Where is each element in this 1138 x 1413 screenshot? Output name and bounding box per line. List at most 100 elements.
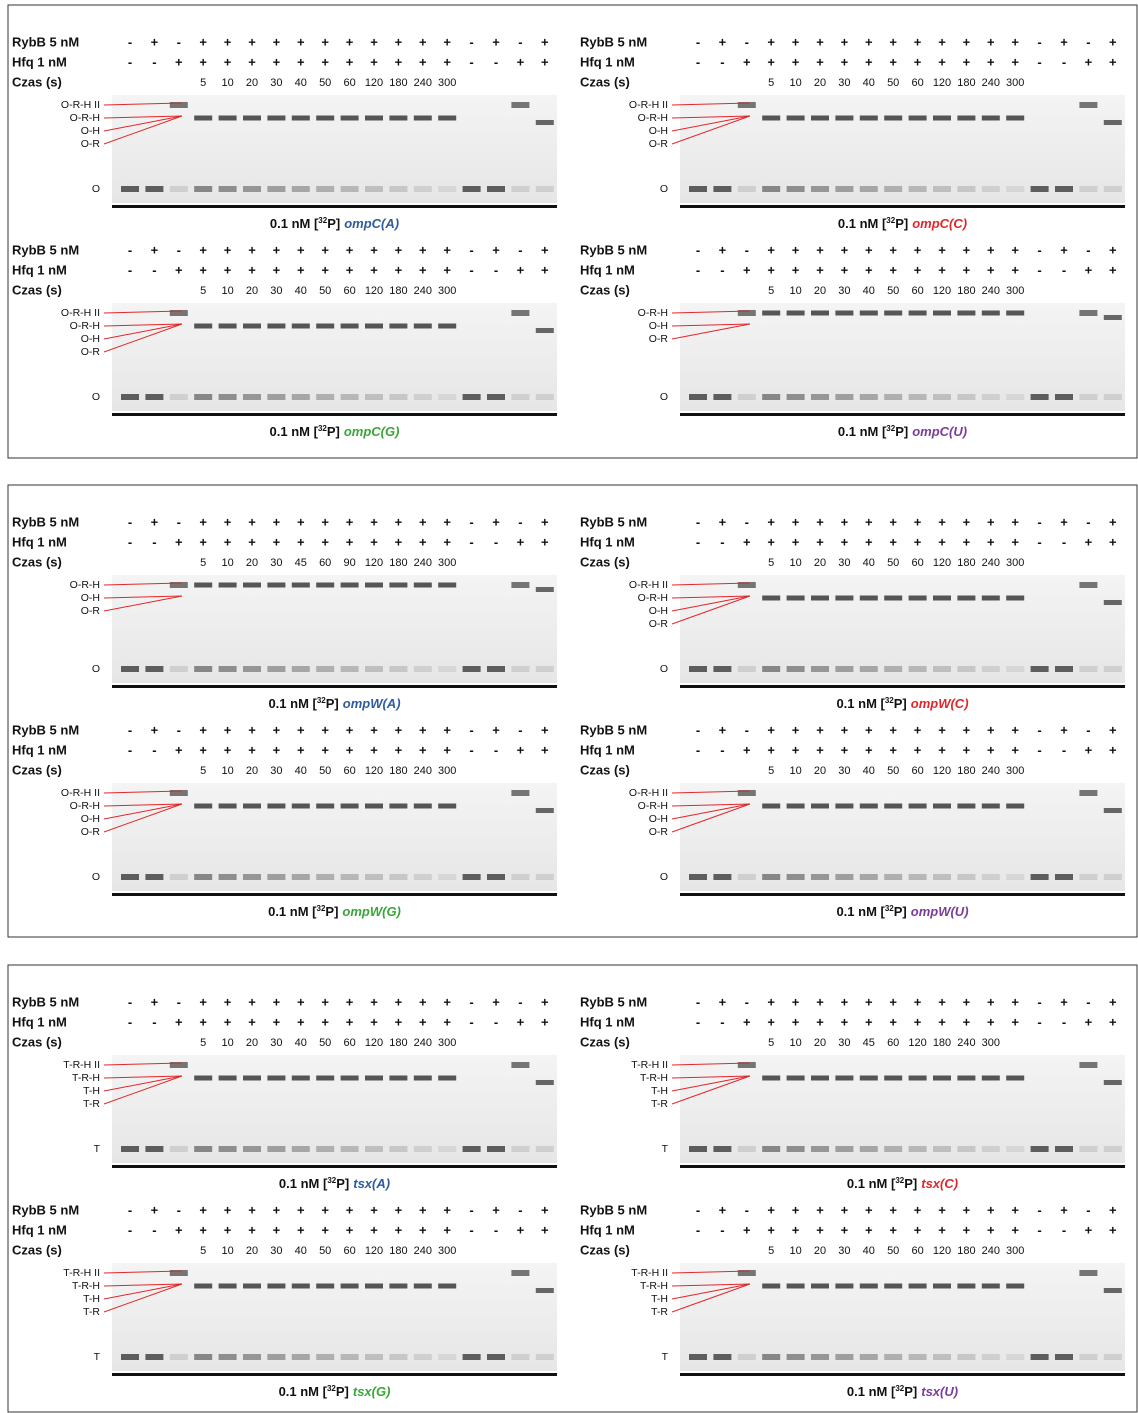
time-label: 60 [343, 285, 355, 297]
time-label: 180 [389, 1245, 407, 1257]
gel-band [762, 394, 780, 400]
lane-sign: + [151, 994, 159, 1009]
gel-band [957, 1146, 975, 1152]
time-label: 180 [389, 765, 407, 777]
lane-sign: + [346, 34, 354, 49]
lane-sign: + [248, 34, 256, 49]
lane-sign: - [745, 994, 749, 1009]
gel-band [762, 186, 780, 192]
band-label: T [662, 1143, 669, 1155]
lane-sign: + [297, 1202, 305, 1217]
lane-sign: + [1109, 1202, 1117, 1217]
gel-band [884, 1354, 902, 1360]
gel-band [957, 666, 975, 672]
gel-band [194, 583, 212, 588]
lane-sign: + [419, 34, 427, 49]
gel-band [835, 1284, 853, 1289]
time-label: 5 [200, 1245, 206, 1257]
lane-sign: - [720, 1014, 724, 1029]
time-label: 90 [343, 557, 355, 569]
lane-sign: + [1011, 514, 1019, 529]
lane-sign: + [370, 1014, 378, 1029]
lane-sign: - [720, 1222, 724, 1237]
gel-band [1006, 116, 1024, 121]
gel-band [194, 1354, 212, 1360]
caption-suffix: P] [327, 216, 340, 231]
lane-sign: - [745, 34, 749, 49]
gel-band [860, 1076, 878, 1081]
time-label: 120 [365, 77, 383, 89]
gel-band [414, 666, 432, 672]
gel-band [194, 116, 212, 121]
time-label: 300 [438, 285, 456, 297]
band-label: O-H [649, 125, 668, 137]
gel-band [389, 1076, 407, 1081]
time-label: 5 [200, 77, 206, 89]
lane-sign: - [494, 1014, 498, 1029]
gel-band [1104, 186, 1122, 192]
band-label: O [660, 871, 668, 883]
lane-sign: + [443, 722, 451, 737]
gel-band [365, 874, 383, 880]
lane-sign: - [469, 54, 473, 69]
lane-sign: - [177, 34, 181, 49]
gel-band [762, 1076, 780, 1081]
lane-sign: + [297, 34, 305, 49]
band-label: O-R-H [70, 800, 100, 812]
lane-sign: + [889, 34, 897, 49]
time-label: 120 [908, 1037, 926, 1049]
gel-band [316, 394, 334, 400]
lane-sign: + [199, 514, 207, 529]
lane-sign: + [224, 54, 232, 69]
lane-sign: + [1011, 262, 1019, 277]
gel-band [1079, 1354, 1097, 1360]
gel-band [341, 1076, 359, 1081]
row-label: Hfq 1 nM [580, 534, 635, 549]
lane-sign: + [419, 1202, 427, 1217]
time-label: 300 [1006, 557, 1024, 569]
lane-sign: + [963, 742, 971, 757]
time-label: 240 [414, 285, 432, 297]
lane-sign: - [469, 722, 473, 737]
caption-gene: ompC(C) [912, 216, 967, 231]
lane-sign: + [1109, 262, 1117, 277]
gel-band [787, 596, 805, 601]
time-label: 10 [789, 77, 801, 89]
time-label: 50 [319, 285, 331, 297]
lane-sign: + [1109, 722, 1117, 737]
lane-sign: + [987, 742, 995, 757]
lane-sign: + [719, 34, 727, 49]
band-label: T-R-H II [63, 1059, 100, 1071]
lane-sign: + [914, 34, 922, 49]
gel-band [194, 1076, 212, 1081]
lane-sign: + [1011, 1222, 1019, 1237]
gel-panel: RybB 5 nM-+-+++++++++++-+-+Hfq 1 nM--+++… [580, 1202, 1125, 1399]
gel-band [909, 596, 927, 601]
gel-band [511, 874, 529, 880]
gel-band [1055, 666, 1073, 672]
lane-sign: - [128, 994, 132, 1009]
gel-band [145, 1354, 163, 1360]
lane-sign: - [1037, 1014, 1041, 1029]
gel-band [1006, 394, 1024, 400]
gel-band [835, 1076, 853, 1081]
time-label: 50 [887, 765, 899, 777]
lane-sign: - [128, 534, 132, 549]
time-label: 5 [200, 765, 206, 777]
lane-sign: + [865, 742, 873, 757]
caption-gene: ompW(A) [343, 696, 401, 711]
gel-band [787, 804, 805, 809]
gel-bar [680, 685, 1125, 688]
gel-band [957, 311, 975, 316]
gel-band [738, 666, 756, 672]
gel-band [438, 186, 456, 192]
lane-sign: - [152, 742, 156, 757]
row-label: RybB 5 nM [12, 514, 79, 529]
lane-sign: - [469, 534, 473, 549]
lane-sign: + [297, 1222, 305, 1237]
lane-sign: + [889, 54, 897, 69]
lane-sign: + [419, 534, 427, 549]
time-label: 45 [295, 557, 307, 569]
band-label: T-R [651, 1098, 668, 1110]
lane-sign: - [1086, 994, 1090, 1009]
